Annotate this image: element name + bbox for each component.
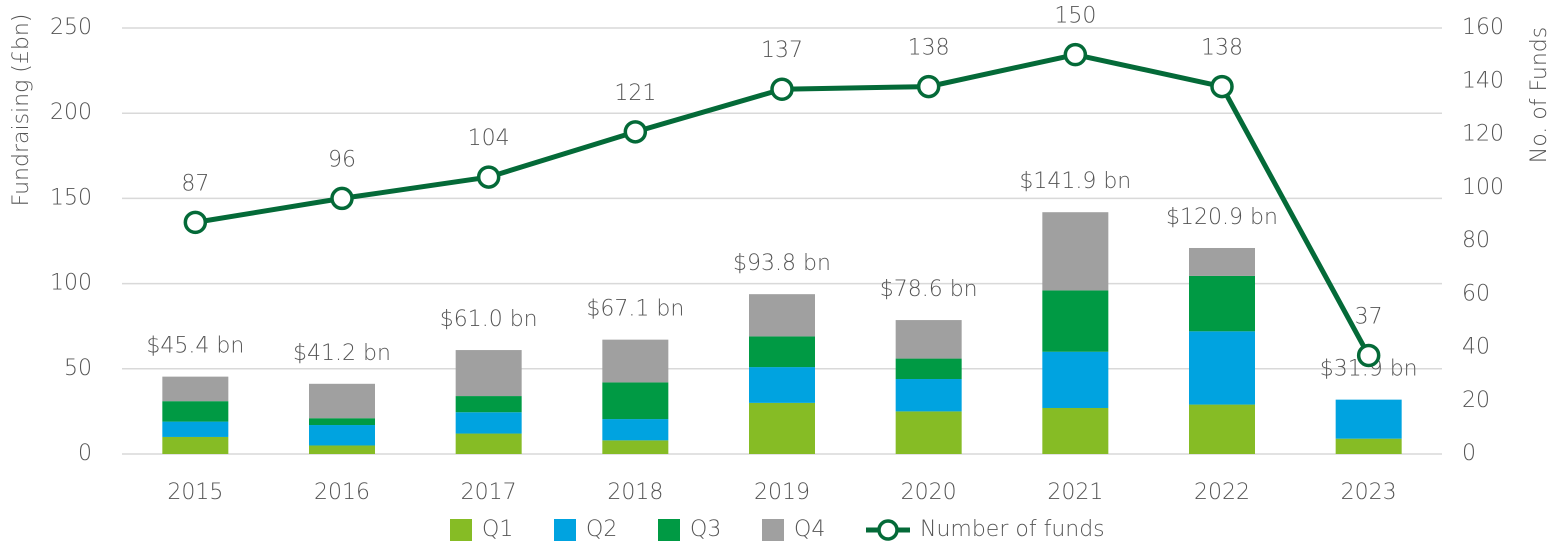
bar-segment — [1189, 331, 1255, 405]
x-tick-label: 2021 — [1047, 480, 1103, 505]
x-tick-label: 2017 — [461, 480, 517, 505]
total-label: $61.0 bn — [440, 307, 538, 332]
y2-tick-label: 0 — [1462, 441, 1476, 466]
x-tick-label: 2018 — [607, 480, 663, 505]
bar-segment — [1189, 275, 1255, 332]
total-label: $45.4 bn — [146, 334, 244, 359]
y2-tick-label: 100 — [1462, 175, 1504, 200]
bar-segment — [455, 396, 522, 413]
line-point — [1063, 42, 1088, 67]
line-point — [476, 165, 501, 189]
y2-tick-label: 160 — [1462, 15, 1504, 40]
legend-swatch — [554, 519, 576, 541]
y-tick-label: 100 — [50, 271, 92, 296]
line-value-label: 121 — [614, 81, 656, 106]
line-value-label: 138 — [908, 36, 950, 61]
total-label: $41.2 bn — [293, 341, 391, 366]
bar-segment — [1042, 351, 1109, 408]
bar-segment — [455, 350, 522, 397]
bar-segment — [1042, 407, 1109, 454]
x-tick-label: 2022 — [1194, 480, 1250, 505]
bar-segment — [1335, 399, 1402, 439]
total-label: $120.9 bn — [1166, 205, 1278, 230]
bar-segment — [602, 419, 669, 441]
line-point — [183, 210, 208, 235]
y2-tick-label: 140 — [1462, 68, 1504, 93]
y-tick-label: 250 — [50, 15, 92, 40]
x-tick-label: 2016 — [314, 480, 370, 505]
x-tick-label: 2019 — [754, 480, 810, 505]
bar-segment — [162, 376, 229, 402]
line-value-label: 150 — [1054, 4, 1096, 29]
bar-segment — [895, 320, 962, 359]
bar-segment — [162, 436, 229, 454]
line-point — [623, 120, 648, 144]
line-point — [1356, 343, 1381, 368]
bar-segment — [162, 401, 229, 422]
y-axis-label: Fundraising (£bn) — [9, 14, 34, 207]
bar-segment — [602, 339, 669, 383]
line-value-label: 87 — [181, 171, 209, 196]
bar-segment — [749, 294, 815, 337]
line-point — [330, 186, 354, 211]
bar-segment — [749, 402, 815, 454]
bar-segment — [1042, 290, 1109, 352]
y2-tick-label: 80 — [1462, 228, 1490, 253]
bar-segment — [602, 382, 669, 420]
bar-segment — [895, 358, 962, 380]
line-value-label: 104 — [468, 126, 510, 151]
y2-tick-label: 20 — [1462, 388, 1490, 413]
x-tick-label: 2020 — [901, 480, 957, 505]
line-value-label: 96 — [328, 147, 356, 172]
bar-segment — [455, 412, 522, 434]
bar-segment — [749, 336, 815, 368]
bar-segment — [749, 367, 815, 403]
bar-segment — [309, 425, 375, 446]
bar-segment — [602, 440, 669, 454]
line-value-label: 37 — [1355, 304, 1383, 329]
line-value-label: 138 — [1201, 36, 1243, 61]
bar-segment — [455, 433, 522, 454]
y-tick-label: 200 — [50, 100, 92, 125]
y-tick-label: 150 — [50, 185, 92, 210]
x-tick-label: 2015 — [167, 480, 223, 505]
bar-segment — [1189, 404, 1255, 454]
total-label: $67.1 bn — [586, 297, 684, 322]
legend-label: Q2 — [586, 517, 617, 542]
bar-segment — [309, 445, 375, 454]
legend-label: Number of funds — [920, 517, 1105, 542]
legend-swatch — [762, 519, 784, 541]
y2-tick-label: 120 — [1462, 122, 1504, 147]
y-tick-label: 50 — [64, 356, 92, 381]
legend-marker — [877, 519, 899, 541]
bar-segment — [895, 379, 962, 412]
legend-label: Q3 — [690, 517, 721, 542]
x-tick-label: 2023 — [1341, 480, 1397, 505]
y2-tick-label: 40 — [1462, 335, 1490, 360]
total-label: $93.8 bn — [733, 251, 831, 276]
y2-tick-label: 60 — [1462, 281, 1490, 306]
y-tick-label: 0 — [78, 441, 92, 466]
bar-segment — [1189, 247, 1255, 276]
line-point — [916, 74, 941, 99]
bar-segment — [309, 383, 375, 419]
legend-swatch — [450, 519, 472, 541]
line-value-label: 137 — [761, 38, 803, 63]
y2-axis-label: No. of Funds — [1527, 27, 1552, 163]
legend-label: Q1 — [482, 517, 513, 542]
bar-segment — [1335, 438, 1402, 454]
legend-label: Q4 — [794, 517, 825, 542]
bar-segment — [1042, 212, 1109, 291]
bar-segment — [309, 418, 375, 426]
total-label: $78.6 bn — [880, 277, 978, 302]
legend-swatch — [658, 519, 680, 541]
line-point — [770, 77, 794, 101]
line-point — [1210, 74, 1234, 99]
total-label: $141.9 bn — [1019, 169, 1131, 194]
bar-segment — [895, 411, 962, 454]
bar-segment — [162, 421, 229, 437]
